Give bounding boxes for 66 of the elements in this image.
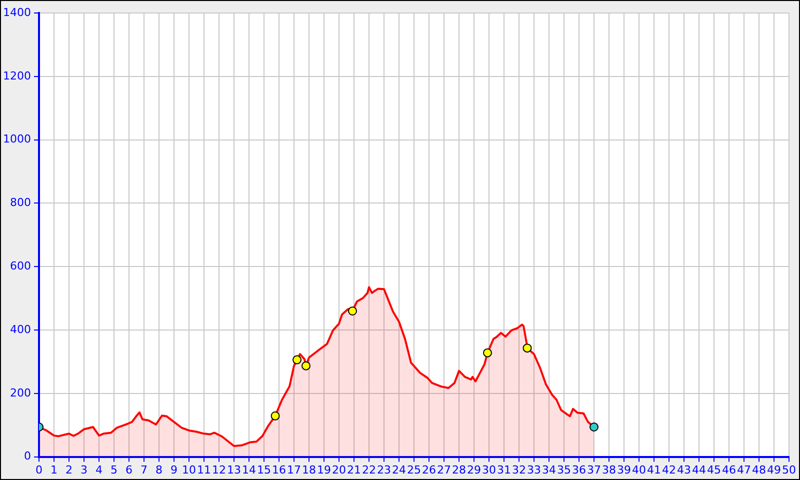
x-tick-label: 34 bbox=[542, 463, 556, 476]
point bbox=[483, 348, 492, 358]
x-tick-label: 17 bbox=[287, 463, 301, 476]
x-tick-label: 24 bbox=[392, 463, 406, 476]
point bbox=[522, 344, 532, 353]
x-tick-label: 48 bbox=[752, 463, 766, 476]
x-tick-label: 11 bbox=[197, 463, 211, 476]
y-tick-label: 1200 bbox=[3, 69, 31, 82]
point bbox=[292, 355, 302, 364]
x-tick-label: 30 bbox=[482, 463, 496, 476]
point bbox=[270, 411, 280, 420]
x-tick-label: 38 bbox=[602, 463, 616, 476]
x-tick-label: 13 bbox=[227, 463, 241, 476]
x-tick-label: 42 bbox=[662, 463, 676, 476]
x-tick-label: 46 bbox=[722, 463, 736, 476]
x-tick-label: 29 bbox=[467, 463, 481, 476]
x-tick-label: 14 bbox=[242, 463, 256, 476]
x-tick-label: 6 bbox=[126, 463, 132, 476]
x-tick-label: 35 bbox=[557, 463, 571, 476]
x-tick-label: 50 bbox=[782, 463, 796, 476]
x-tick-label: 41 bbox=[647, 463, 661, 476]
x-tick-label: 44 bbox=[692, 463, 706, 476]
x-tick-label: 36 bbox=[572, 463, 586, 476]
x-tick-label: 16 bbox=[272, 463, 286, 476]
x-tick-label: 25 bbox=[407, 463, 421, 476]
x-tick-label: 49 bbox=[767, 463, 781, 476]
x-tick-label: 31 bbox=[497, 463, 511, 476]
y-tick-label: 0 bbox=[24, 450, 31, 463]
x-tick-label: 1 bbox=[50, 463, 58, 476]
x-tick-label: 4 bbox=[96, 463, 102, 476]
x-tick-label: 33 bbox=[527, 463, 541, 476]
y-tick-label: 1400 bbox=[3, 6, 31, 19]
x-tick-label: 7 bbox=[140, 463, 148, 476]
x-tick-label: 22 bbox=[362, 463, 376, 476]
x-tick-label: 9 bbox=[170, 463, 178, 476]
x-tick-label: 3 bbox=[80, 463, 88, 476]
x-tick-label: 12 bbox=[212, 463, 226, 476]
x-tick-label: 47 bbox=[737, 463, 751, 476]
x-tick-label: 8 bbox=[156, 463, 162, 476]
x-tick-label: 21 bbox=[347, 463, 361, 476]
x-tick-label: 20 bbox=[332, 463, 346, 476]
point bbox=[348, 306, 357, 316]
x-tick-label: 28 bbox=[452, 463, 466, 476]
x-tick-label: 26 bbox=[422, 463, 436, 476]
point bbox=[302, 361, 310, 370]
y-tick-label: 600 bbox=[10, 259, 31, 272]
x-tick-label: 23 bbox=[377, 463, 391, 476]
x-tick-label: 10 bbox=[182, 463, 196, 476]
x-tick-label: 15 bbox=[257, 463, 271, 476]
x-tick-label: 18 bbox=[302, 463, 316, 476]
x-tick-label: 32 bbox=[512, 463, 526, 476]
x-tick-label: 45 bbox=[707, 463, 721, 476]
x-tick-label: 43 bbox=[677, 463, 691, 476]
y-tick-label: 1000 bbox=[3, 132, 31, 146]
x-tick-label: 27 bbox=[437, 463, 451, 476]
y-tick-label: 800 bbox=[10, 196, 31, 210]
x-tick-label: 19 bbox=[317, 463, 331, 476]
x-tick-label: 39 bbox=[617, 463, 631, 476]
x-tick-label: 0 bbox=[36, 463, 42, 476]
x-tick-label: 37 bbox=[587, 463, 601, 476]
x-tick-label: 5 bbox=[110, 463, 118, 476]
y-tick-label: 200 bbox=[10, 386, 31, 400]
point bbox=[590, 422, 598, 432]
y-tick-label: 400 bbox=[10, 322, 31, 336]
x-tick-label: 2 bbox=[66, 463, 72, 476]
x-tick-label: 40 bbox=[632, 463, 646, 476]
